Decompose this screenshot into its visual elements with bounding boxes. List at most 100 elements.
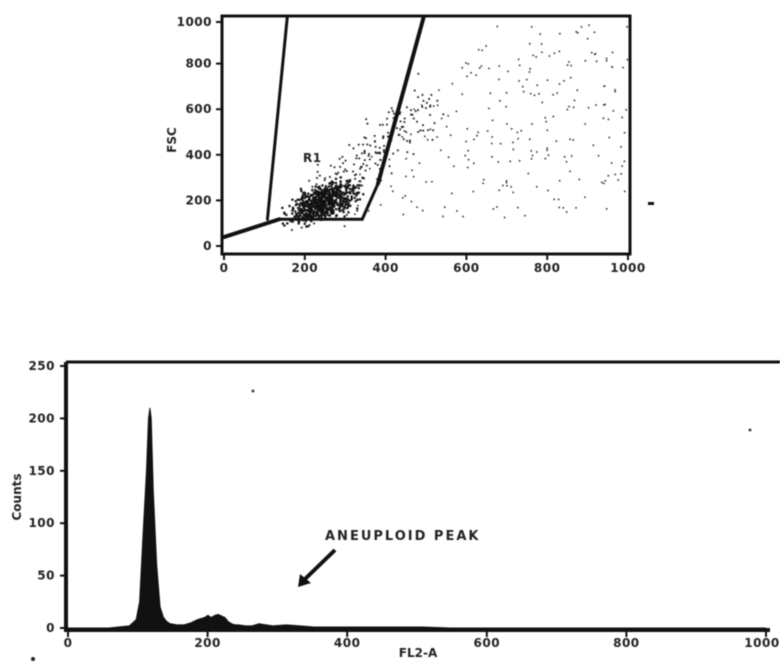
- scatter-point: [576, 32, 579, 34]
- scatter-point: [584, 196, 586, 199]
- scatter-point: [336, 192, 339, 195]
- scatter-point: [568, 105, 570, 108]
- histogram-x-tick-label: 800: [613, 636, 640, 650]
- scatter-point: [317, 207, 320, 210]
- scatter-point: [342, 170, 345, 173]
- scatter-point: [486, 130, 489, 132]
- scatter-point: [422, 99, 425, 102]
- scatter-point: [335, 194, 338, 197]
- scatter-point: [316, 177, 318, 179]
- scatter-point: [308, 211, 311, 214]
- scatter-point: [595, 104, 597, 106]
- scatter-point: [298, 198, 301, 201]
- scatter-point: [303, 197, 306, 200]
- scatter-point: [491, 156, 493, 158]
- scatter-point: [321, 206, 324, 209]
- scatter-point: [456, 210, 458, 212]
- scatter-point: [331, 190, 334, 193]
- scatter-point: [362, 193, 365, 196]
- scatter-point: [336, 188, 339, 191]
- scatter-point: [323, 188, 326, 191]
- scatter-point: [405, 157, 407, 160]
- scatter-point: [303, 191, 306, 194]
- scatter-gates: [222, 16, 426, 240]
- scatter-point: [417, 131, 420, 133]
- scatter-point: [308, 179, 311, 182]
- histogram-x-axis-title: FL2-A: [399, 646, 438, 660]
- scatter-point: [607, 174, 610, 177]
- scatter-point: [288, 204, 291, 208]
- scatter-point: [442, 113, 445, 116]
- scatter-point: [505, 181, 508, 184]
- scatter-point: [367, 210, 370, 212]
- scatter-point: [338, 193, 341, 196]
- scatter-point: [353, 163, 355, 166]
- scatter-point: [391, 110, 394, 112]
- scatter-point: [311, 201, 314, 204]
- scatter-point: [328, 214, 332, 217]
- scatter-point: [340, 198, 343, 201]
- histogram-x-tick-label: 0: [64, 636, 73, 650]
- scatter-point: [309, 205, 311, 208]
- scatter-point: [337, 171, 340, 174]
- scatter-point: [316, 194, 320, 197]
- scatter-point: [379, 204, 382, 206]
- scatter-point: [374, 162, 377, 165]
- scatter-point: [604, 180, 607, 182]
- scatter-point: [313, 207, 317, 211]
- scatter-point: [324, 198, 327, 201]
- scatter-point: [304, 204, 307, 207]
- scatter-point: [405, 131, 408, 134]
- scatter-point: [292, 208, 295, 211]
- scatter-point: [402, 138, 405, 141]
- scatter-point: [478, 67, 481, 69]
- scatter-point: [299, 201, 302, 205]
- scatter-point: [330, 181, 333, 184]
- scatter-point: [570, 155, 573, 157]
- scatter-point: [334, 172, 337, 175]
- scatter-point: [305, 195, 308, 199]
- scatter-point: [531, 123, 533, 125]
- scatter-point: [490, 142, 493, 145]
- scatter-point: [325, 206, 328, 209]
- scatter-point: [363, 159, 366, 162]
- scatter-point: [342, 191, 345, 194]
- scatter-point: [320, 191, 323, 194]
- scatter-point: [291, 198, 294, 201]
- scatter-point: [300, 208, 303, 211]
- scatter-point: [321, 200, 324, 203]
- scatter-point: [624, 190, 626, 193]
- scatter-point: [351, 188, 354, 192]
- scatter-point: [614, 89, 616, 91]
- scatter-point: [315, 206, 319, 209]
- histogram-y-tick-label: 0: [46, 621, 55, 635]
- scatter-point: [382, 135, 385, 138]
- scatter-point: [536, 185, 538, 188]
- scatter-point: [329, 195, 332, 199]
- scatter-point: [325, 209, 328, 212]
- scatter-point: [309, 214, 312, 217]
- scatter-point: [328, 206, 331, 209]
- scatter-point: [338, 206, 342, 210]
- scatter-point: [345, 213, 348, 216]
- scatter-point: [535, 151, 538, 153]
- scatter-point: [345, 190, 348, 193]
- scatter-point: [369, 167, 371, 170]
- scatter-point: [569, 170, 571, 173]
- scatter-point: [518, 64, 521, 67]
- scatter-point: [485, 45, 487, 47]
- scatter-point: [438, 89, 440, 91]
- scatter-point: [326, 192, 329, 195]
- scatter-point: [392, 117, 395, 119]
- scatter-point: [417, 109, 419, 111]
- scatter-point: [499, 100, 501, 102]
- scatter-point: [348, 184, 351, 187]
- scatter-point: [559, 32, 561, 35]
- scatter-point: [586, 37, 589, 40]
- scatter-point: [403, 117, 406, 120]
- scatter-x-tick-label: 0: [220, 261, 229, 275]
- scatter-point: [614, 90, 616, 93]
- scatter-point: [612, 110, 615, 112]
- scatter-point: [298, 203, 301, 206]
- scatter-point: [547, 154, 550, 156]
